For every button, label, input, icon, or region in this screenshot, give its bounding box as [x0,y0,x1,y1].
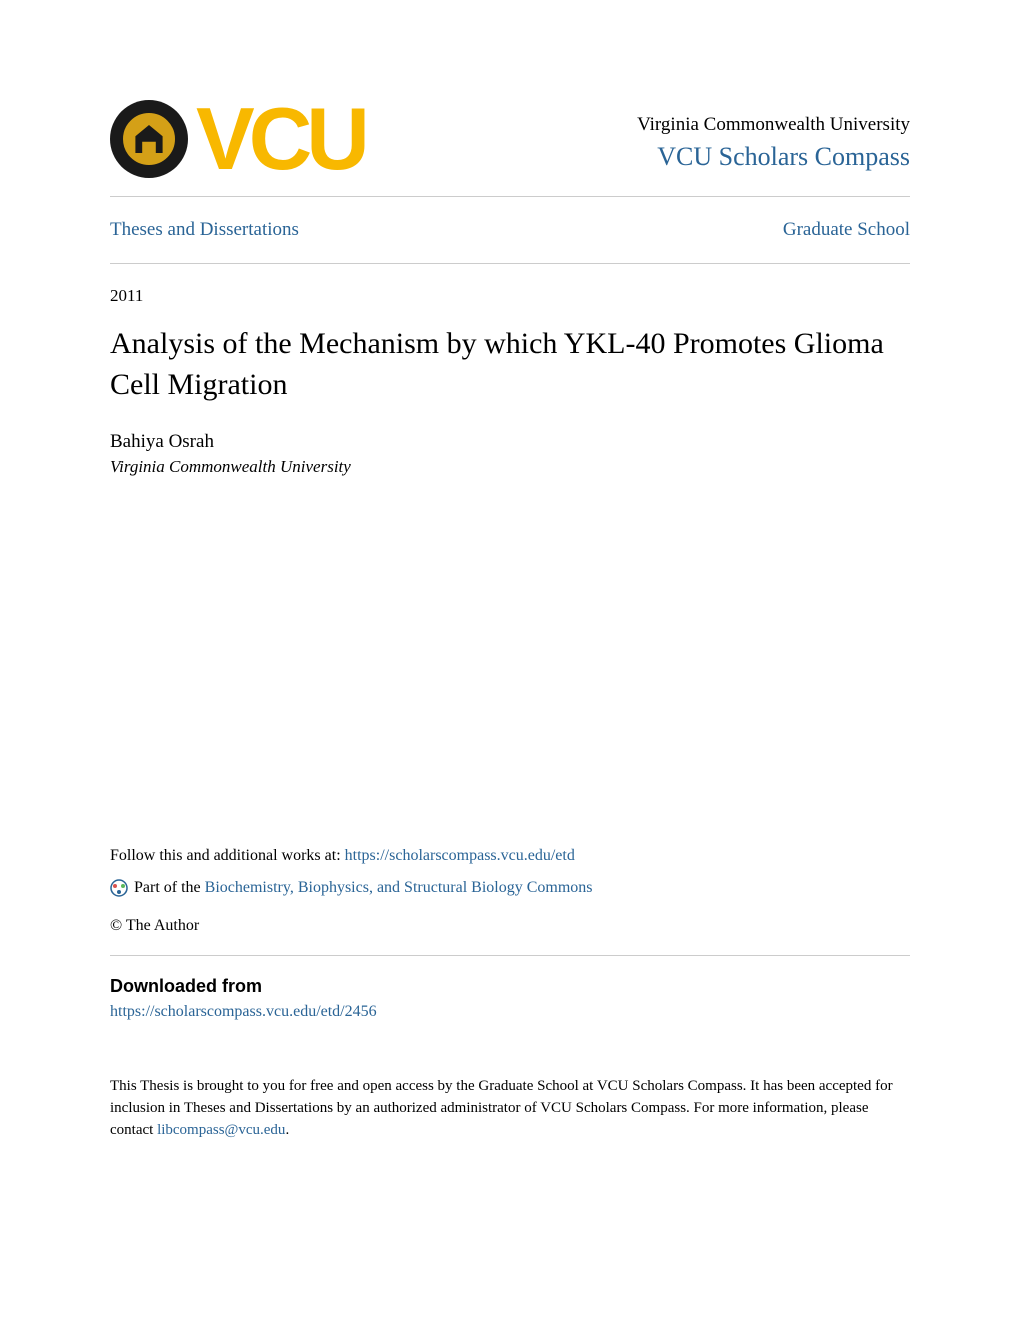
logo-block: VCU [110,100,364,178]
graduate-school-link[interactable]: Graduate School [783,219,910,241]
follow-url-link[interactable]: https://scholarscompass.vcu.edu/etd [345,847,575,864]
downloaded-from-heading: Downloaded from [110,976,910,997]
university-name: Virginia Commonwealth University [637,114,910,136]
header-right: Virginia Commonwealth University VCU Sch… [637,114,910,178]
part-of-text: Part of the Biochemistry, Biophysics, an… [134,879,593,897]
vcu-wordmark: VCU [196,104,364,174]
part-of-prefix: Part of the [134,879,205,896]
follow-prefix: Follow this and additional works at: [110,847,345,864]
nav-row: Theses and Dissertations Graduate School [110,197,910,263]
part-of-commons-link[interactable]: Biochemistry, Biophysics, and Structural… [205,879,593,896]
divider-bottom [110,955,910,956]
author-affiliation: Virginia Commonwealth University [110,457,910,477]
header-row: VCU Virginia Commonwealth University VCU… [110,100,910,178]
follow-line: Follow this and additional works at: htt… [110,847,910,865]
document-title: Analysis of the Mechanism by which YKL-4… [110,324,910,405]
author-name: Bahiya Osrah [110,431,910,453]
contact-email-link[interactable]: libcompass@vcu.edu [157,1122,285,1138]
part-of-row: Part of the Biochemistry, Biophysics, an… [110,879,910,897]
divider-nav [110,263,910,264]
disclaimer-text: This Thesis is brought to you for free a… [110,1076,910,1141]
publication-year: 2011 [110,286,910,306]
download-url-link[interactable]: https://scholarscompass.vcu.edu/etd/2456 [110,1003,910,1021]
theses-dissertations-link[interactable]: Theses and Dissertations [110,219,299,241]
copyright-text: © The Author [110,917,910,935]
scholars-compass-link[interactable]: VCU Scholars Compass [637,142,910,172]
spacer [110,477,910,847]
university-seal-icon [110,100,188,178]
network-icon [110,879,128,897]
disclaimer-after: . [285,1122,289,1138]
